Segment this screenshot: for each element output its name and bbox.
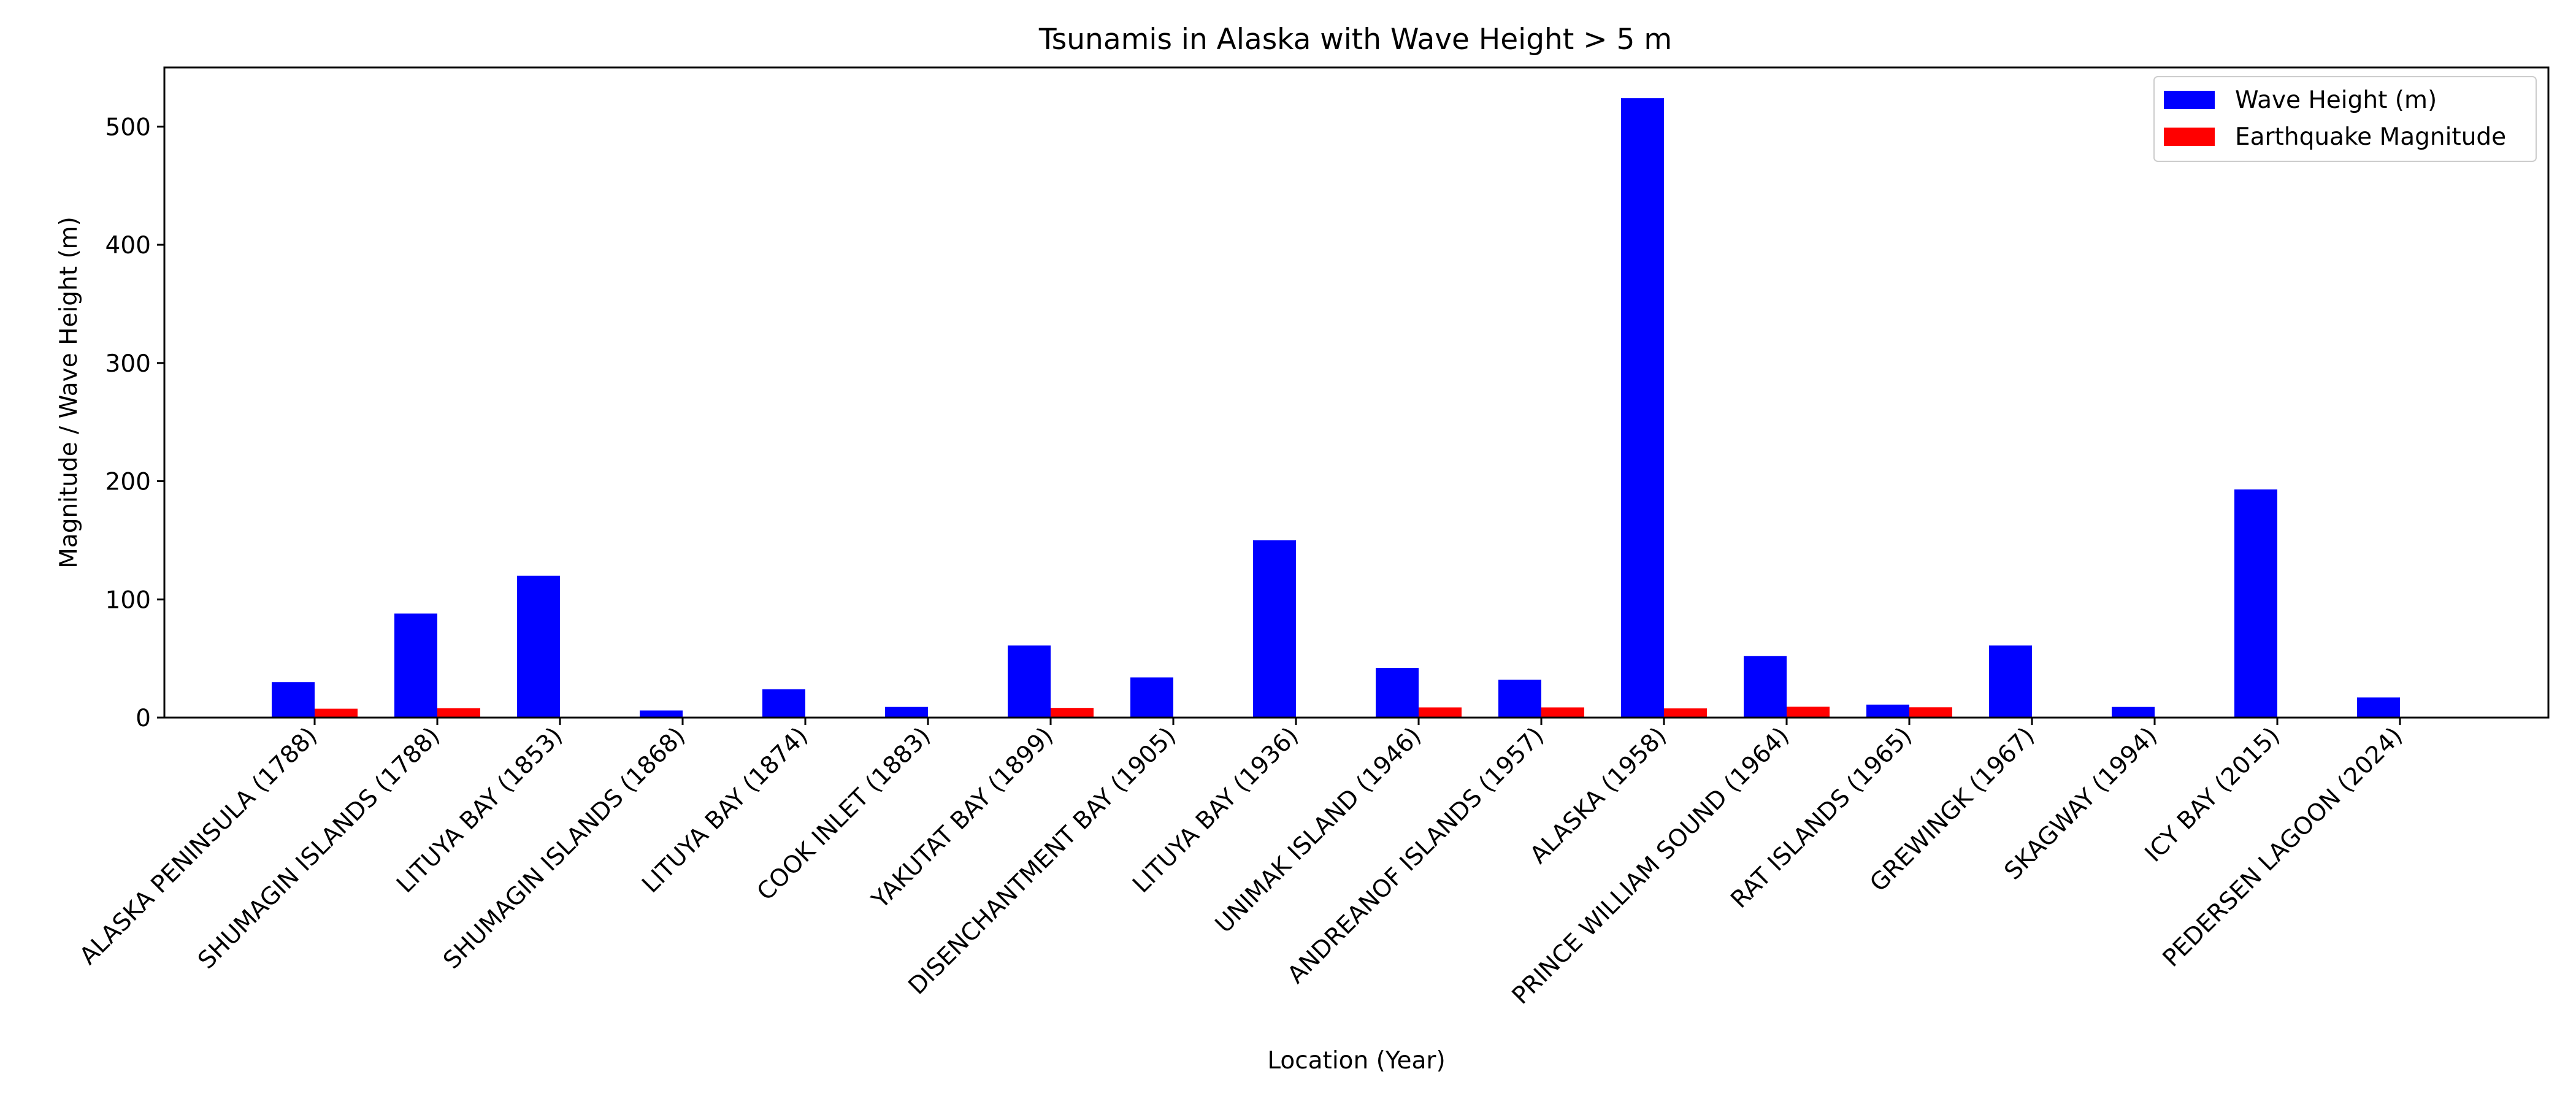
bar-wave-height-14 — [1989, 645, 2032, 718]
bars-layer — [272, 98, 2400, 718]
bar-wave-height-15 — [2112, 707, 2155, 718]
bar-wave-height-10 — [1498, 680, 1541, 718]
bar-earthquake-magnitude-12 — [1787, 707, 1830, 718]
bar-earthquake-magnitude-1 — [437, 708, 480, 718]
bar-wave-height-8 — [1253, 540, 1296, 718]
legend-swatch-earthquake-magnitude — [2164, 128, 2215, 146]
plot-frame — [163, 66, 2550, 719]
bar-earthquake-magnitude-9 — [1419, 707, 1462, 718]
bar-earthquake-magnitude-11 — [1664, 708, 1707, 718]
legend-swatch-wave-height — [2164, 91, 2215, 109]
bar-earthquake-magnitude-13 — [1909, 707, 1952, 718]
y-tick-label-3: 300 — [105, 350, 151, 378]
legend: Wave Height (m) Earthquake Magnitude — [2153, 76, 2537, 162]
y-tick-label-4: 400 — [105, 232, 151, 259]
bar-wave-height-11 — [1621, 98, 1664, 718]
y-axis-label: Magnitude / Wave Height (m) — [55, 217, 83, 569]
bar-wave-height-17 — [2357, 697, 2400, 718]
y-axis-ticks: 0 100 200 300 400 500 — [105, 113, 164, 732]
bar-wave-height-2 — [517, 575, 560, 718]
legend-box — [2153, 76, 2537, 162]
bar-wave-height-4 — [762, 689, 805, 718]
bar-wave-height-9 — [1376, 668, 1419, 718]
y-tick-label-0: 0 — [136, 705, 151, 732]
bar-wave-height-6 — [1008, 645, 1051, 718]
bar-wave-height-0 — [272, 682, 315, 718]
y-tick-label-5: 500 — [105, 113, 151, 141]
bar-earthquake-magnitude-6 — [1051, 708, 1094, 718]
legend-label-wave-height: Wave Height (m) — [2235, 86, 2437, 114]
bar-earthquake-magnitude-10 — [1541, 707, 1584, 718]
bar-wave-height-12 — [1744, 656, 1787, 718]
y-tick-label-1: 100 — [105, 586, 151, 614]
x-axis-label: Location (Year) — [1267, 1047, 1445, 1075]
bar-wave-height-7 — [1130, 677, 1173, 718]
bar-wave-height-13 — [1866, 704, 1909, 718]
bar-earthquake-magnitude-0 — [315, 708, 358, 718]
bar-wave-height-5 — [885, 707, 928, 718]
chart-title: Tsunamis in Alaska with Wave Height > 5 … — [1038, 23, 1672, 56]
legend-label-earthquake-magnitude: Earthquake Magnitude — [2235, 123, 2506, 151]
bar-wave-height-1 — [394, 613, 437, 718]
bar-wave-height-3 — [640, 710, 683, 718]
bar-wave-height-16 — [2234, 489, 2277, 718]
y-tick-label-2: 200 — [105, 469, 151, 496]
